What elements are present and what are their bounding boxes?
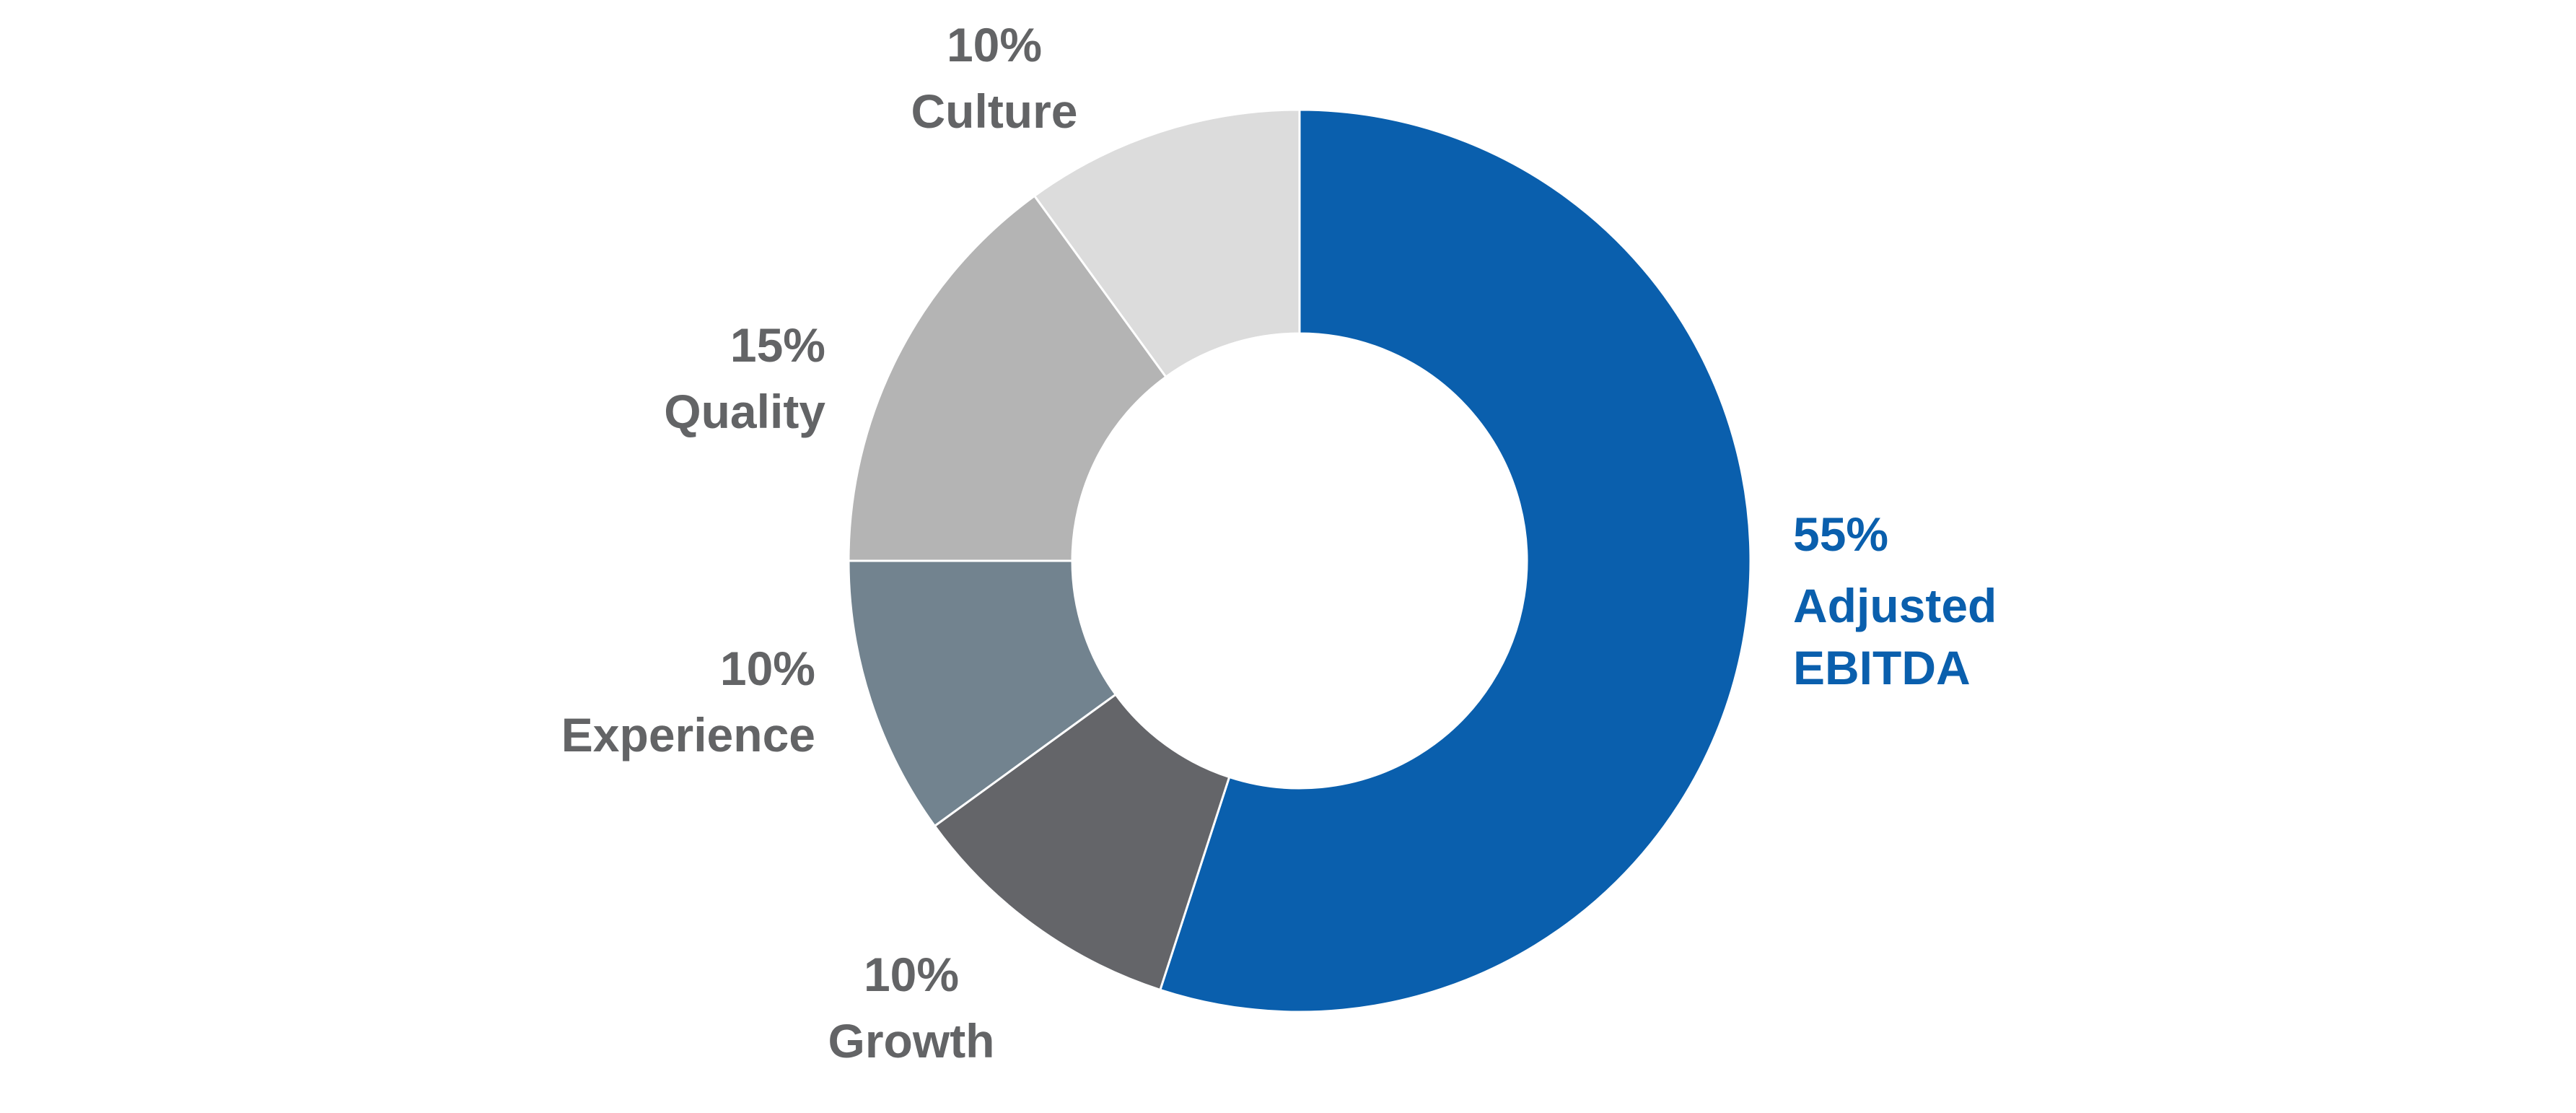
donut-slice <box>847 559 1118 828</box>
donut-slice <box>1158 108 1752 1013</box>
value-label: 10% <box>946 18 1043 71</box>
category-label: Culture <box>911 84 1078 138</box>
donut-slice <box>933 693 1231 992</box>
value-label: 10% <box>863 948 960 1001</box>
value-label: 10% <box>719 642 815 695</box>
donut-slice <box>847 194 1167 562</box>
value-label: 15% <box>730 318 825 372</box>
category-label: Quality <box>664 385 825 438</box>
slice-label: 15% Quality <box>664 312 825 445</box>
value-label: 55% <box>1793 507 1889 561</box>
slice-label: 10% Culture <box>911 12 1078 144</box>
category-label: Adjusted EBITDA <box>1793 579 1997 694</box>
donut-slice <box>1033 108 1301 379</box>
category-label: Growth <box>828 1014 995 1068</box>
slice-label: 10% Experience <box>561 635 815 768</box>
category-label: Experience <box>561 708 815 761</box>
slice-label: 10% Growth <box>828 941 995 1074</box>
slice-label: 55% Adjusted EBITDA <box>1793 501 2096 699</box>
